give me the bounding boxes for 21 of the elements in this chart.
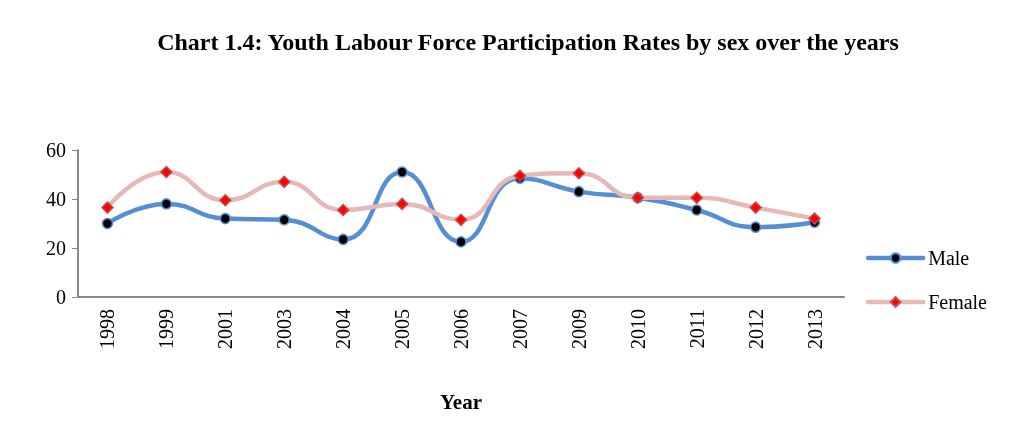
x-tick-label: 2011 [685,309,708,349]
legend-label: Female [928,291,988,313]
x-tick-label: 2010 [626,309,649,349]
y-tick-label: 60 [46,139,66,161]
x-tick-label: 1999 [155,309,178,349]
x-tick-label: 2004 [332,309,355,349]
x-tick-label: 1998 [96,309,119,349]
x-tick-label: 2013 [803,309,826,349]
x-tick-label: 2005 [391,309,414,349]
x-tick-label: 2001 [214,309,237,349]
chart-title: Chart 1.4: Youth Labour Force Participation Rates by sex over the years [157,29,899,55]
x-axis-title: Year [440,389,482,414]
y-tick-label: 20 [46,237,66,259]
y-tick-label: 0 [56,286,66,308]
legend-label: Male [928,247,970,269]
x-tick-label: 2007 [508,309,531,349]
x-tick-label: 2009 [567,309,590,349]
x-tick-label: 2006 [450,309,472,349]
x-tick-label: 2012 [744,309,767,349]
y-tick-label: 40 [46,188,66,210]
x-tick-label: 2003 [273,309,296,349]
